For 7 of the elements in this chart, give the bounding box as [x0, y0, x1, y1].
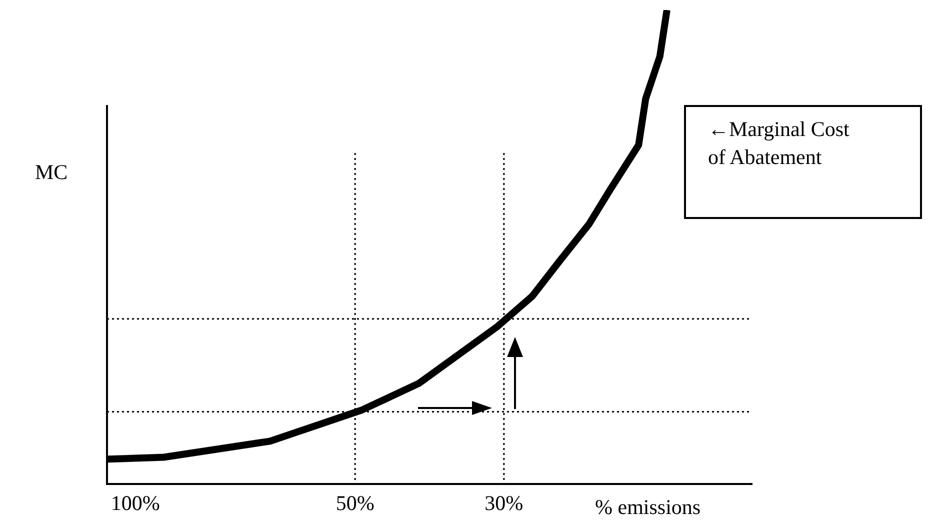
note-frame: ←Marginal Cost of Abatement: [684, 105, 922, 219]
x-axis-title: % emissions: [595, 495, 701, 520]
x-tick-label: 50%: [336, 490, 374, 515]
annotation: ←Marginal Cost of Abatement: [708, 116, 850, 171]
x-tick-label: 30%: [484, 490, 524, 515]
y-axis-title: MC: [35, 160, 68, 185]
x-tick-label: 100%: [110, 490, 160, 515]
